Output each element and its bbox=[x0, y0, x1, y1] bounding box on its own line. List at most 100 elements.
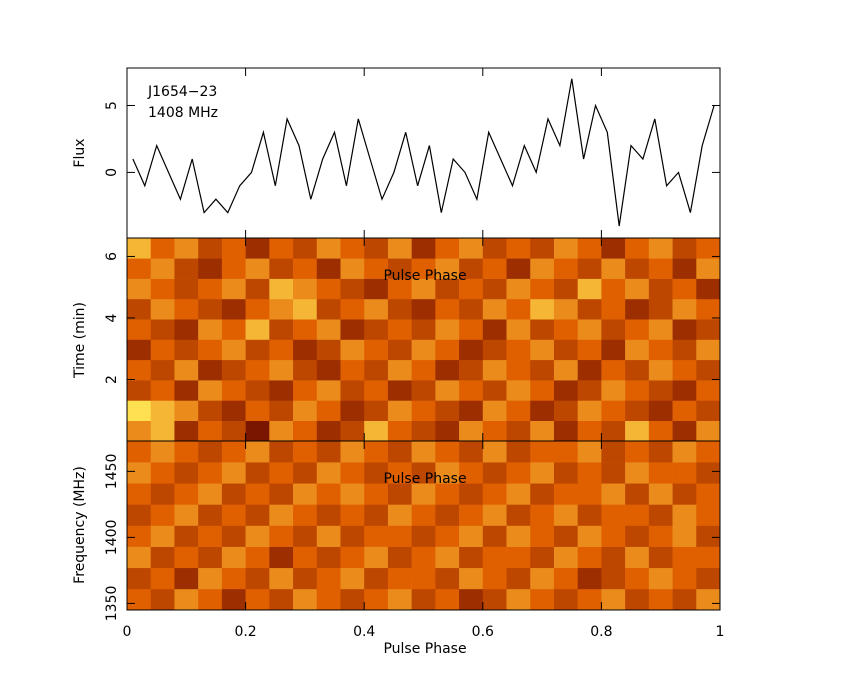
heatmap-cell bbox=[293, 588, 318, 611]
heatmap-cell bbox=[269, 567, 294, 590]
x-tick-label: 1 bbox=[716, 624, 725, 640]
heatmap-cell bbox=[459, 319, 484, 340]
heatmap-cell bbox=[364, 400, 389, 421]
heatmap-cell bbox=[601, 546, 626, 569]
heatmap-cell bbox=[459, 359, 484, 381]
heatmap-cell bbox=[411, 298, 436, 320]
y-axis-label: Time (min) bbox=[72, 302, 88, 379]
heatmap-cell bbox=[316, 567, 341, 590]
heatmap-cell bbox=[316, 588, 341, 611]
heatmap-cell bbox=[625, 567, 650, 590]
heatmap-cell bbox=[340, 319, 365, 340]
heatmap-cell bbox=[293, 380, 318, 401]
heatmap-cell bbox=[316, 339, 341, 361]
heatmap-cell bbox=[387, 298, 412, 320]
heatmap-cell bbox=[127, 278, 152, 300]
heatmap-cell bbox=[696, 380, 721, 401]
heatmap-cell bbox=[625, 339, 650, 361]
heatmap-cell bbox=[553, 483, 578, 505]
heatmap-cell bbox=[340, 238, 365, 259]
heatmap-cell bbox=[625, 380, 650, 401]
heatmap-cell bbox=[150, 359, 175, 381]
heatmap-cell bbox=[127, 588, 152, 611]
heatmap-cell bbox=[696, 359, 721, 381]
heatmap-cell bbox=[364, 380, 389, 401]
heatmap-cell bbox=[174, 441, 199, 463]
heatmap-cell bbox=[150, 298, 175, 320]
heatmap-cell bbox=[198, 546, 223, 569]
heatmap-cell bbox=[577, 238, 602, 259]
heatmap-cell bbox=[625, 258, 650, 279]
heatmap-cell bbox=[435, 278, 460, 300]
heatmap-cell bbox=[411, 546, 436, 569]
heatmap-cell bbox=[482, 525, 507, 547]
heatmap-cell bbox=[198, 400, 223, 421]
heatmap-cell bbox=[672, 525, 697, 547]
heatmap-cell bbox=[696, 546, 721, 569]
heatmap-cell bbox=[577, 359, 602, 381]
heatmap-cell bbox=[625, 462, 650, 484]
heatmap-cell bbox=[411, 504, 436, 526]
heatmap-cell bbox=[364, 238, 389, 259]
heatmap-cell bbox=[625, 278, 650, 300]
heatmap-cell bbox=[340, 420, 365, 442]
heatmap-cell bbox=[387, 258, 412, 279]
heatmap-cell bbox=[672, 258, 697, 279]
heatmap-cell bbox=[696, 483, 721, 505]
heatmap-cell bbox=[411, 339, 436, 361]
heatmap-cell bbox=[459, 298, 484, 320]
heatmap-cell bbox=[411, 588, 436, 611]
heatmap-cell bbox=[245, 567, 270, 590]
heatmap-cell bbox=[293, 278, 318, 300]
heatmap-cell bbox=[530, 525, 555, 547]
heatmap-cell bbox=[293, 420, 318, 442]
heatmap-cell bbox=[696, 400, 721, 421]
heatmap-cell bbox=[198, 441, 223, 463]
heatmap-cell bbox=[506, 400, 531, 421]
heatmap-cell bbox=[672, 298, 697, 320]
heatmap-cell bbox=[672, 400, 697, 421]
heatmap-cell bbox=[553, 462, 578, 484]
heatmap-cell bbox=[387, 339, 412, 361]
heatmap-cell bbox=[482, 546, 507, 569]
heatmap-cell bbox=[506, 278, 531, 300]
heatmap-cell bbox=[435, 258, 460, 279]
heatmap-cell bbox=[198, 420, 223, 442]
heatmap-cell bbox=[316, 441, 341, 463]
heatmap-cell bbox=[316, 420, 341, 442]
heatmap-cell bbox=[150, 525, 175, 547]
heatmap-cell bbox=[364, 483, 389, 505]
heatmap-cell bbox=[553, 400, 578, 421]
heatmap-cell bbox=[577, 380, 602, 401]
heatmap-cell bbox=[506, 441, 531, 463]
heatmap-cell bbox=[364, 359, 389, 381]
heatmap-cell bbox=[269, 462, 294, 484]
heatmap-cell bbox=[625, 359, 650, 381]
heatmap-cell bbox=[553, 588, 578, 611]
heatmap-cell bbox=[553, 546, 578, 569]
heatmap-cell bbox=[245, 504, 270, 526]
heatmap-cell bbox=[174, 504, 199, 526]
heatmap-cell bbox=[696, 319, 721, 340]
heatmap-cell bbox=[553, 278, 578, 300]
heatmap-cell bbox=[198, 525, 223, 547]
heatmap-cell bbox=[387, 588, 412, 611]
heatmap-cell bbox=[127, 258, 152, 279]
heatmap-cell bbox=[269, 546, 294, 569]
heatmap-cell bbox=[316, 258, 341, 279]
heatmap-cell bbox=[459, 441, 484, 463]
heatmap-cell bbox=[482, 319, 507, 340]
heatmap-cell bbox=[696, 278, 721, 300]
heatmap-cell bbox=[435, 380, 460, 401]
heatmap-cell bbox=[530, 462, 555, 484]
heatmap-cell bbox=[340, 483, 365, 505]
heatmap-cell bbox=[435, 339, 460, 361]
heatmap-cell bbox=[340, 525, 365, 547]
heatmap-cell bbox=[625, 441, 650, 463]
heatmap-cell bbox=[435, 359, 460, 381]
heatmap-cell bbox=[174, 525, 199, 547]
heatmap-cell bbox=[530, 258, 555, 279]
heatmap-cell bbox=[435, 546, 460, 569]
heatmap-cell bbox=[435, 483, 460, 505]
heatmap-cell bbox=[696, 504, 721, 526]
